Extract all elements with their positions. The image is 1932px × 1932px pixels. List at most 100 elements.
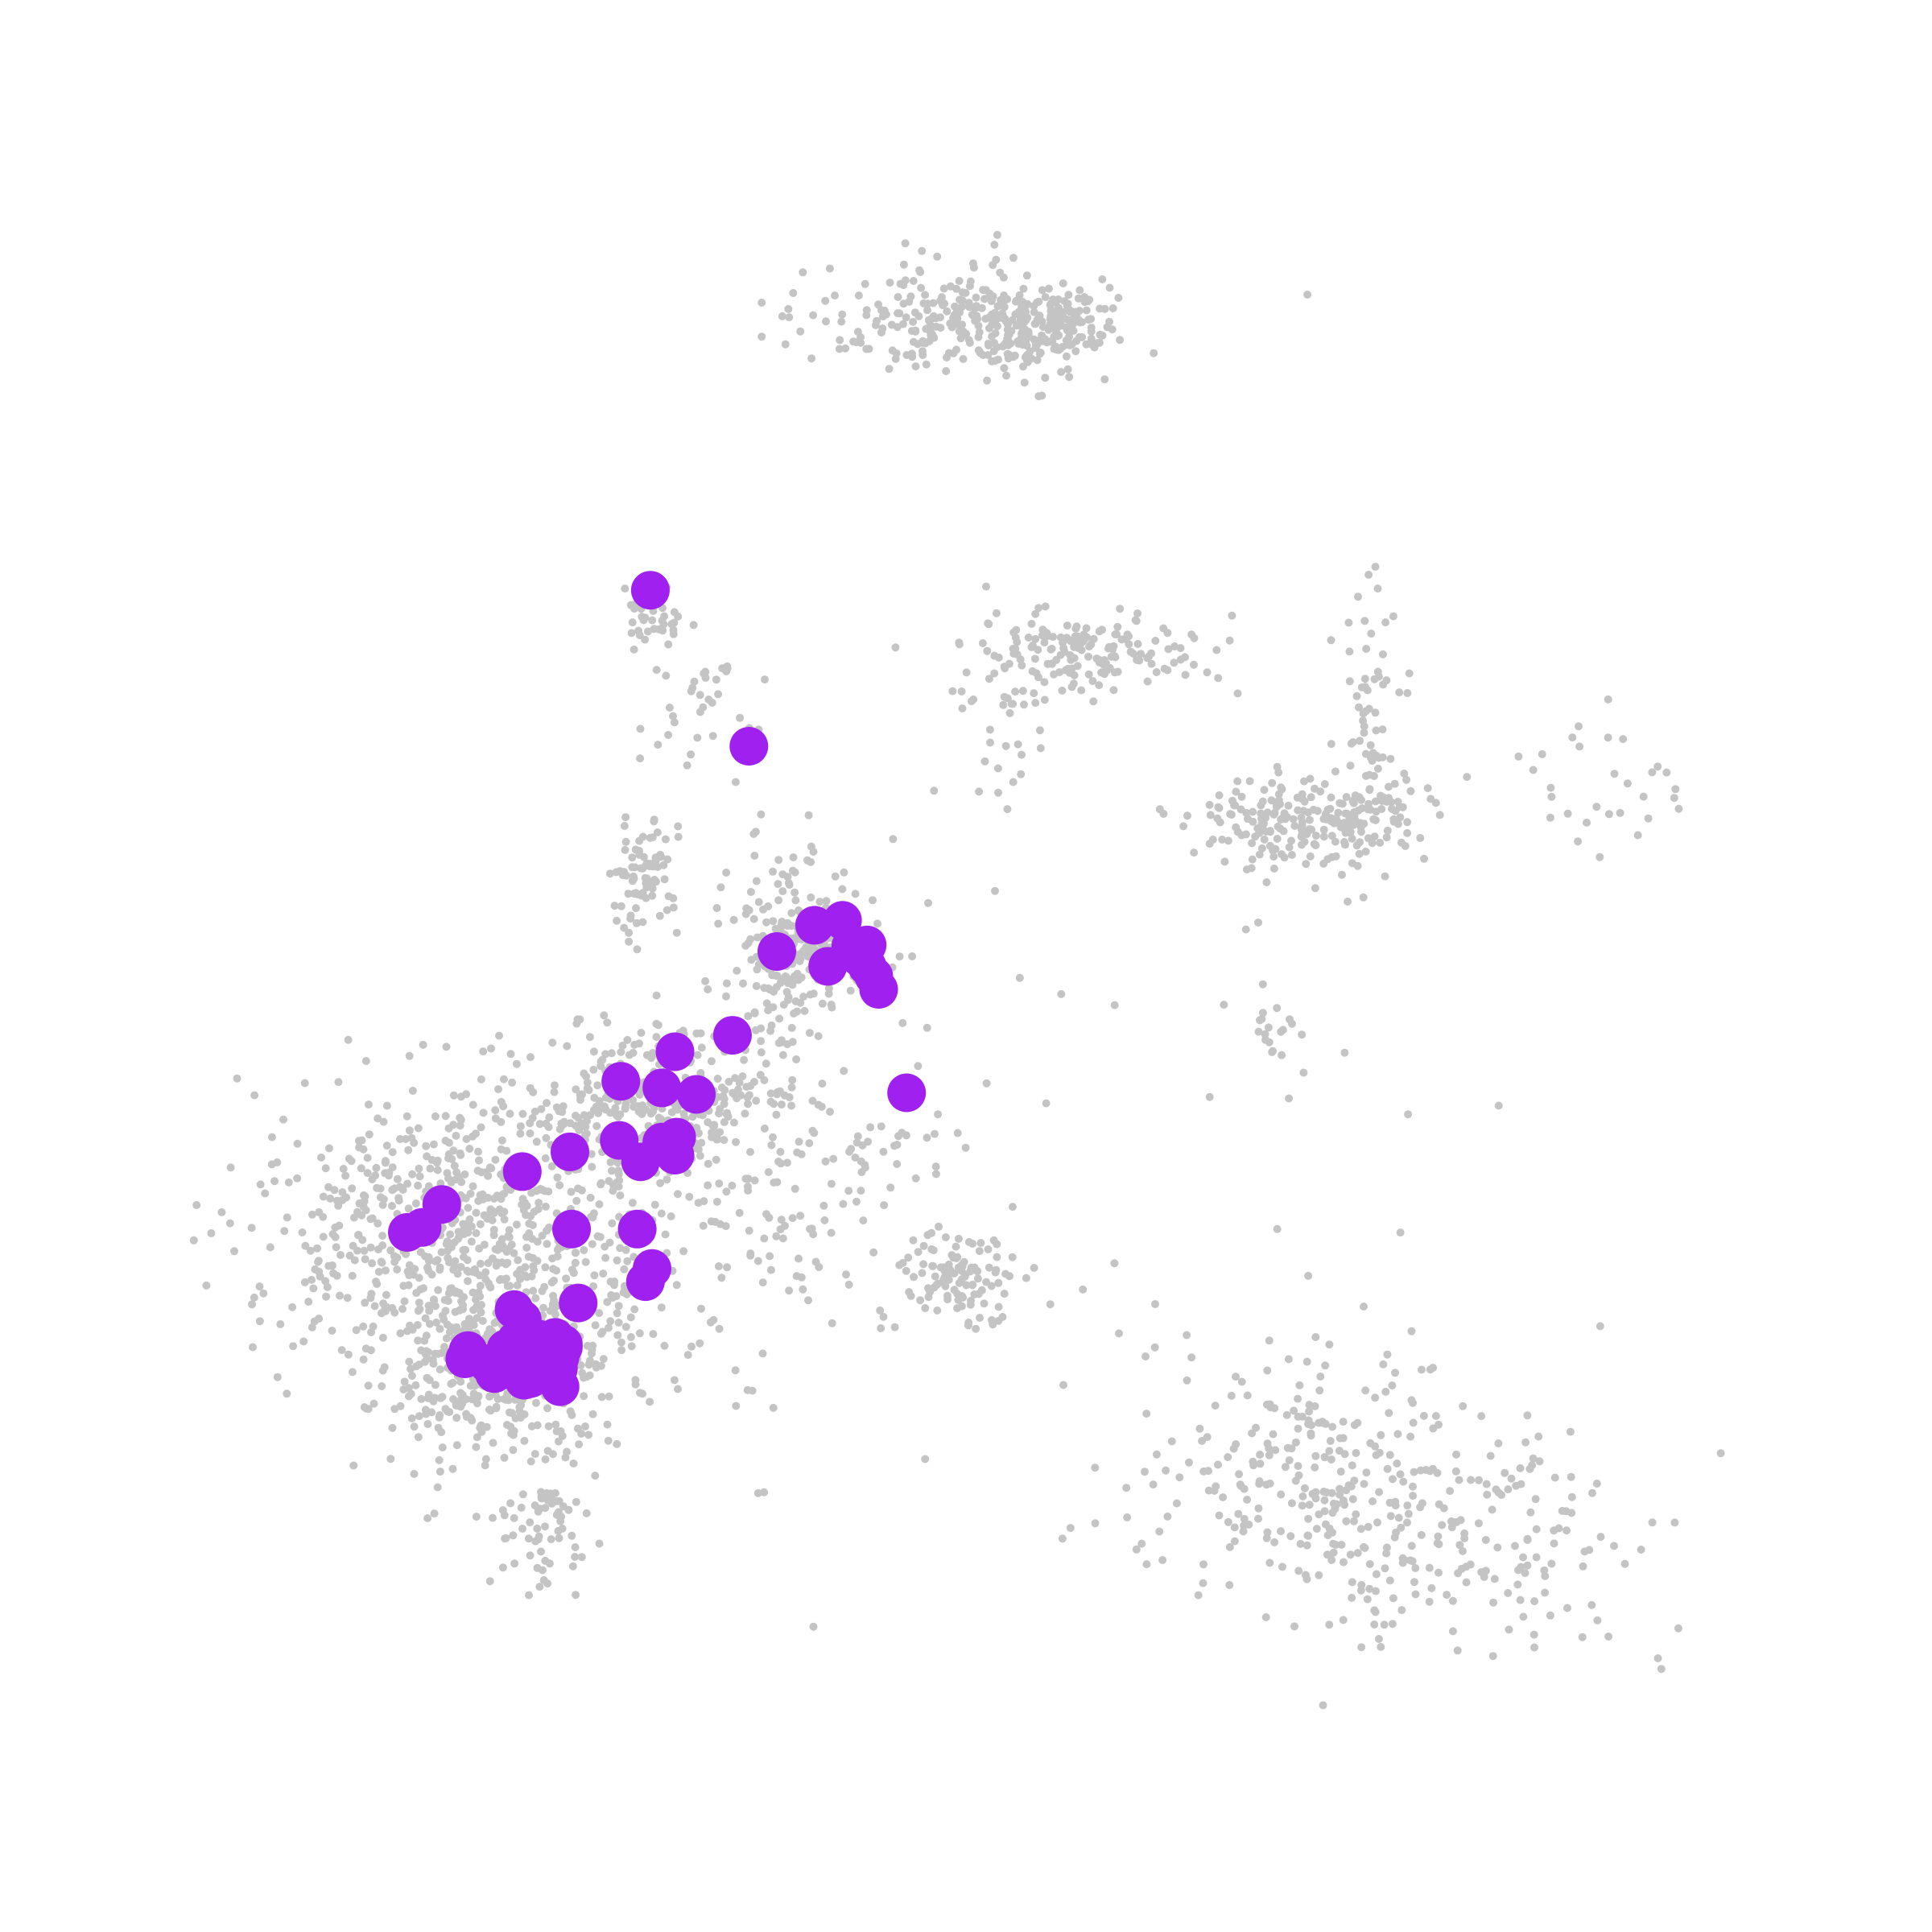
background-point bbox=[1530, 1597, 1539, 1606]
background-point bbox=[1360, 1480, 1368, 1488]
background-point bbox=[1393, 1459, 1402, 1468]
background-point bbox=[1020, 378, 1029, 387]
background-point bbox=[696, 1029, 705, 1038]
background-point bbox=[851, 1154, 860, 1162]
background-point bbox=[902, 1266, 910, 1275]
background-point bbox=[1596, 1322, 1604, 1331]
background-point bbox=[527, 1188, 536, 1197]
background-point bbox=[1013, 638, 1022, 646]
background-point bbox=[1360, 729, 1368, 737]
background-point bbox=[415, 1360, 423, 1369]
background-point bbox=[1619, 735, 1628, 744]
background-point bbox=[1225, 1542, 1234, 1551]
background-point bbox=[687, 1342, 696, 1351]
background-point bbox=[643, 627, 652, 636]
background-point bbox=[674, 1385, 682, 1393]
background-point bbox=[388, 1423, 397, 1432]
highlighted-point bbox=[655, 1032, 695, 1071]
background-point bbox=[735, 1208, 744, 1217]
background-point bbox=[538, 1566, 547, 1575]
background-point bbox=[1486, 1451, 1495, 1460]
background-point bbox=[968, 259, 977, 268]
background-point bbox=[1286, 1015, 1294, 1024]
background-point bbox=[509, 1430, 518, 1439]
background-point bbox=[752, 981, 761, 990]
background-point bbox=[1215, 803, 1224, 812]
background-point bbox=[338, 1188, 347, 1196]
background-point bbox=[1294, 1567, 1303, 1575]
background-point bbox=[592, 1363, 601, 1372]
background-point bbox=[1547, 1559, 1556, 1568]
background-point bbox=[1352, 1449, 1360, 1457]
background-point bbox=[1514, 752, 1523, 761]
background-point bbox=[1396, 1228, 1405, 1237]
background-point bbox=[547, 1162, 556, 1170]
background-point bbox=[301, 1241, 310, 1250]
background-point bbox=[388, 1148, 397, 1157]
background-point bbox=[973, 1274, 982, 1283]
background-point bbox=[1163, 666, 1172, 675]
background-point bbox=[782, 1158, 791, 1167]
background-point bbox=[869, 896, 877, 905]
background-point bbox=[466, 1318, 475, 1327]
background-point bbox=[894, 293, 902, 301]
background-point bbox=[423, 1514, 432, 1522]
background-point bbox=[831, 872, 840, 881]
background-point bbox=[1113, 622, 1122, 631]
background-point bbox=[1425, 1563, 1434, 1572]
background-point bbox=[635, 1329, 644, 1338]
background-point bbox=[783, 873, 792, 881]
background-point bbox=[1319, 825, 1328, 834]
background-point bbox=[660, 612, 669, 621]
background-point bbox=[621, 584, 630, 593]
background-point bbox=[436, 1468, 444, 1476]
background-point bbox=[388, 1185, 397, 1194]
background-point bbox=[226, 1163, 235, 1172]
background-point bbox=[854, 291, 863, 300]
background-point bbox=[1350, 1517, 1358, 1525]
background-point bbox=[324, 1261, 333, 1270]
background-point bbox=[382, 1266, 390, 1275]
background-point bbox=[635, 836, 644, 845]
background-point bbox=[914, 312, 923, 320]
background-point bbox=[1448, 1596, 1457, 1605]
background-point bbox=[1335, 1484, 1344, 1493]
background-point bbox=[1382, 833, 1391, 842]
background-point bbox=[1247, 864, 1256, 873]
background-point bbox=[1024, 634, 1033, 642]
background-point bbox=[1302, 1541, 1311, 1550]
background-point bbox=[516, 1129, 525, 1138]
background-point bbox=[1528, 1461, 1537, 1470]
background-point bbox=[1392, 1528, 1401, 1537]
background-point bbox=[968, 1280, 977, 1289]
background-point bbox=[877, 1324, 886, 1332]
background-point bbox=[1335, 799, 1344, 807]
background-point bbox=[1385, 1576, 1394, 1585]
background-point bbox=[507, 1241, 516, 1249]
background-point bbox=[1426, 1365, 1435, 1374]
background-point bbox=[433, 1156, 442, 1165]
background-point bbox=[891, 643, 900, 652]
background-point bbox=[1263, 808, 1272, 817]
background-point bbox=[473, 1433, 481, 1442]
background-point bbox=[379, 1117, 388, 1126]
background-point bbox=[989, 1320, 997, 1329]
background-point bbox=[571, 1543, 580, 1551]
background-point bbox=[720, 1100, 729, 1108]
background-point bbox=[506, 1109, 514, 1118]
background-point bbox=[1194, 1591, 1203, 1600]
background-point bbox=[1397, 1523, 1406, 1532]
background-point bbox=[919, 351, 927, 359]
background-point bbox=[1008, 1253, 1017, 1261]
background-point bbox=[1226, 810, 1235, 819]
background-point bbox=[1369, 772, 1378, 780]
background-point bbox=[444, 1289, 453, 1298]
background-point bbox=[1058, 343, 1067, 351]
background-point bbox=[1381, 618, 1390, 627]
background-point bbox=[1371, 797, 1380, 806]
background-point bbox=[1402, 775, 1411, 784]
background-point bbox=[1378, 725, 1387, 734]
background-point bbox=[958, 320, 967, 329]
background-point bbox=[505, 1408, 514, 1417]
background-point bbox=[1031, 699, 1040, 708]
